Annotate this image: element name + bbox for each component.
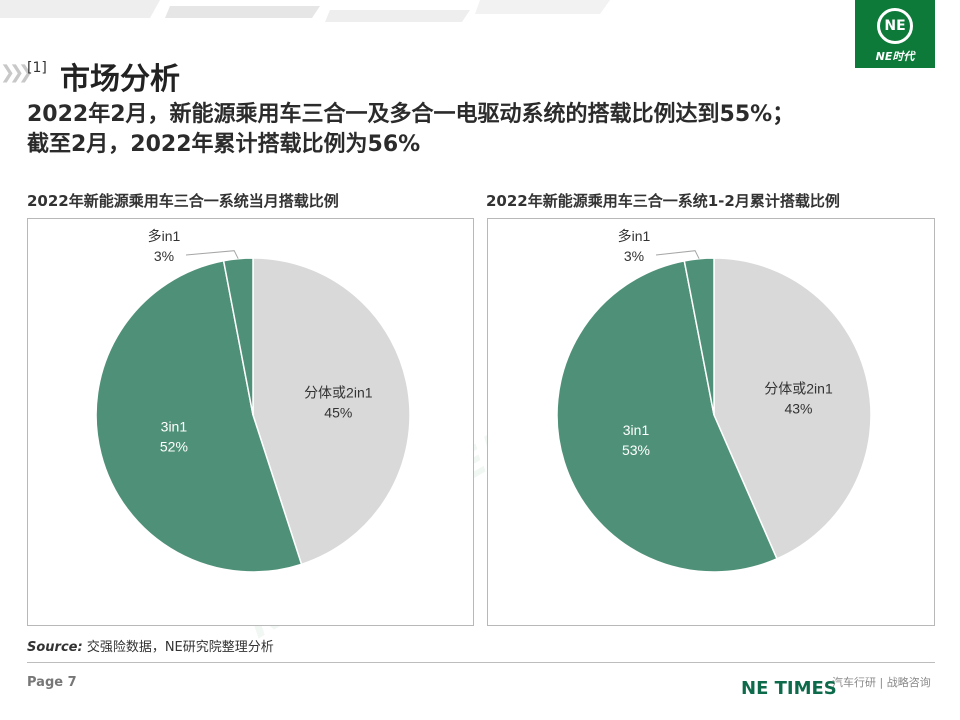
source-text: 交强险数据，NE研究院整理分析 — [82, 640, 274, 655]
section-title: 市场分析 — [60, 62, 180, 97]
slice-value-label: 3% — [154, 248, 174, 264]
source-note: Source: 交强险数据，NE研究院整理分析 — [27, 636, 274, 655]
logo-text: NE时代 — [875, 50, 915, 63]
top-stripes — [0, 0, 610, 22]
double-chevron-icon: ❯❯❯ — [0, 62, 33, 83]
pie-slice-0 — [252, 257, 411, 566]
headline-line-1: 2022年2月，新能源乘用车三合一及多合一电驱动系统的搭载比例达到55%； — [27, 102, 795, 127]
slice-value-label: 3% — [624, 248, 644, 264]
pie-slice-1 — [95, 259, 303, 573]
pie-chart-left: 分体或2in1 45% 3in1 52% 多in1 3% — [27, 218, 474, 626]
slice-value-label: 45% — [324, 405, 352, 421]
slice-name-label: 分体或2in1 — [304, 385, 373, 401]
footer-brand: NE TIMES — [741, 678, 837, 699]
footer-tagline: 汽车行研 | 战略咨询 — [832, 676, 931, 689]
pie-chart-left-svg: 分体或2in1 45% 3in1 52% 多in1 3% — [95, 228, 411, 573]
ne-logo-icon: NE — [877, 8, 913, 44]
source-label: Source: — [27, 640, 83, 655]
leader-line — [185, 250, 239, 259]
leader-line — [655, 250, 700, 259]
pie-slice-0 — [713, 257, 872, 560]
slice-value-label: 52% — [160, 438, 188, 454]
pie-slice-1 — [556, 259, 778, 573]
slice-name-label: 3in1 — [161, 418, 188, 434]
chart-title-right: 2022年新能源乘用车三合一系统1-2月累计搭载比例 — [486, 192, 840, 210]
slice-name-label: 3in1 — [623, 422, 650, 438]
slice-value-label: 53% — [622, 442, 650, 458]
page-number: Page 7 — [27, 675, 77, 690]
slice-name-label: 分体或2in1 — [764, 380, 833, 396]
pie-slice-2 — [222, 257, 254, 416]
footer-divider — [27, 662, 935, 663]
section-number: [1] — [27, 60, 47, 76]
pie-slice-2 — [683, 257, 715, 416]
headline-line-2: 截至2月，2022年累计搭载比例为56% — [27, 132, 421, 157]
brand-logo: NE NE时代 — [855, 0, 935, 68]
slice-name-label: 多in1 — [618, 228, 651, 244]
chart-title-left: 2022年新能源乘用车三合一系统当月搭载比例 — [27, 192, 339, 210]
headline: 2022年2月，新能源乘用车三合一及多合一电驱动系统的搭载比例达到55%； 截至… — [27, 100, 937, 160]
pie-chart-right: 分体或2in1 43% 3in1 53% 多in1 3% — [487, 218, 935, 626]
pie-chart-right-svg: 分体或2in1 43% 3in1 53% 多in1 3% — [556, 228, 872, 573]
slice-value-label: 43% — [784, 400, 812, 416]
slice-name-label: 多in1 — [148, 228, 181, 244]
